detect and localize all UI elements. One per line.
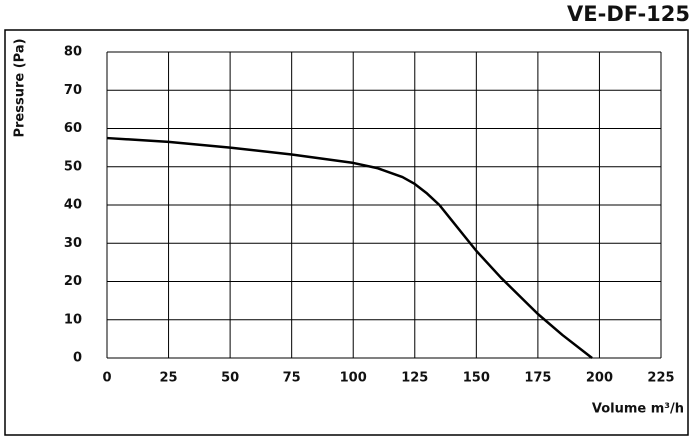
y-tick-label: 70: [64, 83, 82, 98]
chart-title: VE-DF-125: [567, 2, 690, 26]
x-tick-label: 175: [524, 371, 551, 386]
y-tick-label: 80: [64, 45, 82, 60]
x-tick-label: 50: [221, 371, 239, 386]
x-tick-label: 200: [586, 371, 613, 386]
y-tick-label: 30: [64, 236, 82, 251]
y-tick-label: 60: [64, 121, 82, 136]
x-axis-label: Volume m³/h: [592, 402, 684, 417]
y-tick-label: 50: [64, 159, 82, 174]
y-tick-label: 0: [73, 351, 82, 366]
x-tick-label: 100: [340, 371, 367, 386]
y-tick-label: 40: [64, 198, 82, 213]
y-axis-label: Pressure (Pa): [13, 38, 28, 137]
y-tick-label: 10: [64, 312, 82, 327]
x-tick-label: 150: [463, 371, 490, 386]
y-tick-label: 20: [64, 274, 82, 289]
x-tick-label: 75: [283, 371, 301, 386]
x-tick-label: 125: [401, 371, 428, 386]
data-line: [106, 136, 593, 359]
frame: [4, 29, 689, 436]
x-tick-label: 0: [102, 371, 111, 386]
x-tick-label: 25: [160, 371, 178, 386]
x-tick-label: 225: [647, 371, 674, 386]
